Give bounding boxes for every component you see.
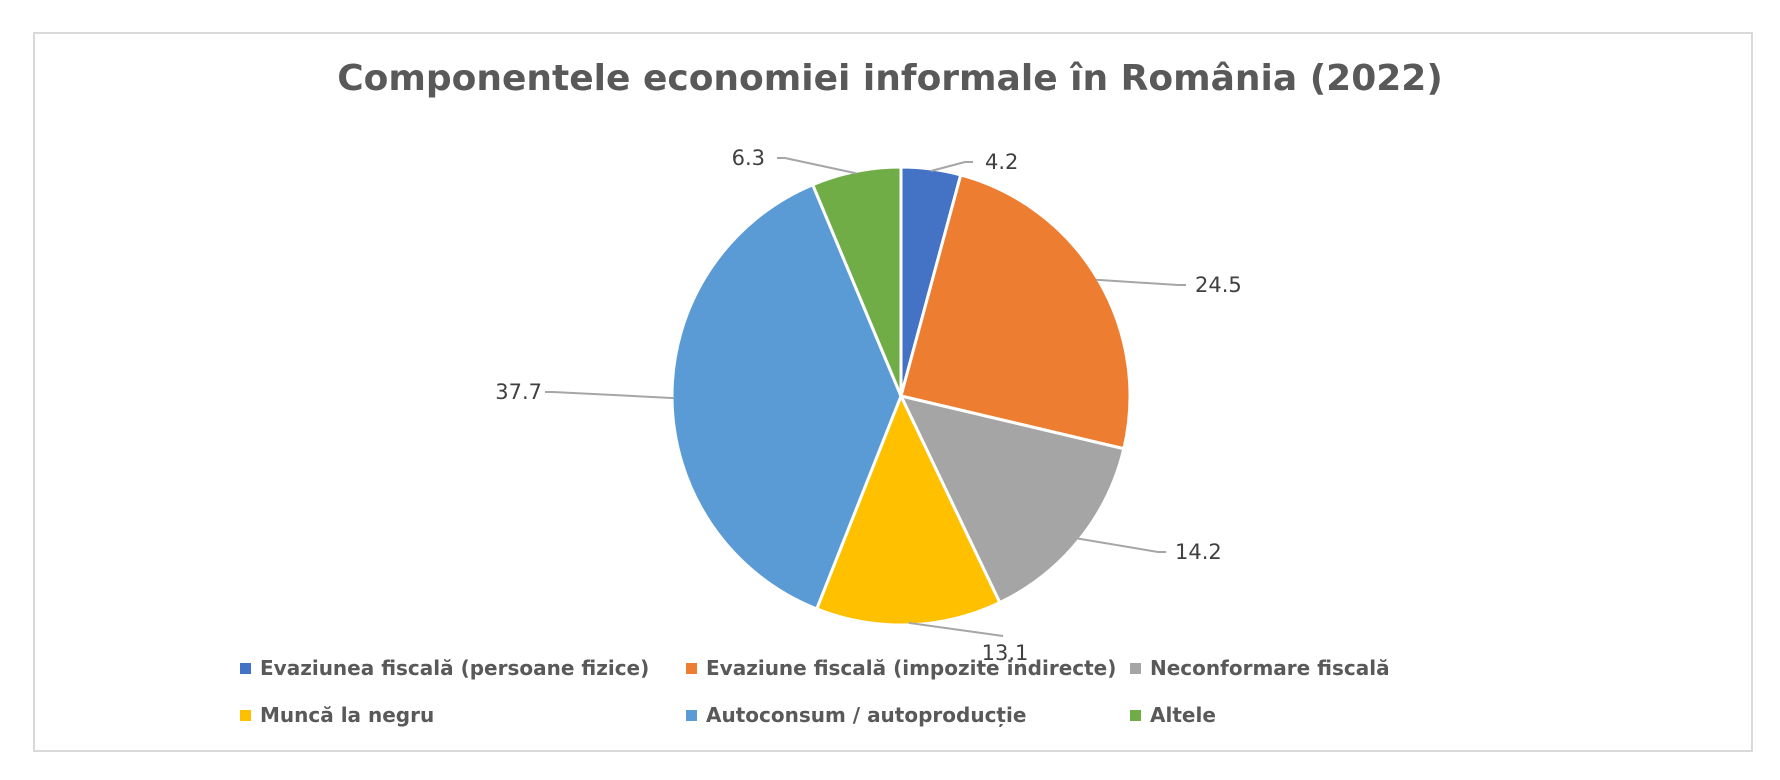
leader-line-3 xyxy=(908,621,1004,637)
legend-swatch xyxy=(686,662,697,674)
pie-slice-3 xyxy=(815,394,1002,627)
legend-item-evaziunea-persoane-fizice: Evaziunea fiscală (persoane fizice) xyxy=(240,656,649,680)
leader-line-5 xyxy=(784,157,857,175)
leader-line-2 xyxy=(1077,537,1159,553)
leader-line-4 xyxy=(552,391,675,400)
data-label-3: 13.1 xyxy=(982,641,1029,665)
legend-swatch xyxy=(240,662,251,674)
legend-item-altele: Altele xyxy=(1130,703,1216,727)
legend-label: Evaziune fiscală (impozite indirecte) xyxy=(706,656,1117,680)
legend-item-neconformare-fiscala: Neconformare fiscală xyxy=(1130,656,1390,680)
data-label-2: 14.2 xyxy=(1175,540,1222,564)
legend-label: Muncă la negru xyxy=(260,703,435,727)
legend-swatch xyxy=(1130,709,1141,721)
legend-label: Autoconsum / autoproducție xyxy=(706,703,1027,727)
legend-swatch xyxy=(1130,662,1141,674)
legend: Evaziunea fiscală (persoane fizice) Evaz… xyxy=(240,656,1440,736)
legend-label: Neconformare fiscală xyxy=(1150,656,1390,680)
data-label-5: 6.3 xyxy=(732,146,765,170)
data-label-1: 24.5 xyxy=(1195,273,1242,297)
data-label-4: 37.7 xyxy=(495,380,542,404)
legend-item-evaziune-impozite-indirecte: Evaziune fiscală (impozite indirecte) xyxy=(686,656,1116,680)
pie-slice-1 xyxy=(899,173,1132,451)
leader-line-1 xyxy=(1095,278,1179,286)
chart-title: Componentele economiei informale în Româ… xyxy=(337,58,1443,99)
data-label-0: 4.2 xyxy=(985,150,1018,174)
legend-label: Evaziunea fiscală (persoane fizice) xyxy=(260,656,650,680)
legend-swatch xyxy=(686,709,697,721)
legend-item-autoconsum: Autoconsum / autoproducție xyxy=(686,703,1026,727)
leader-line-0 xyxy=(930,161,966,172)
pie-slice-5 xyxy=(811,165,903,398)
legend-label: Altele xyxy=(1150,703,1216,727)
legend-swatch xyxy=(240,709,251,721)
legend-item-munca-la-negru: Muncă la negru xyxy=(240,703,434,727)
